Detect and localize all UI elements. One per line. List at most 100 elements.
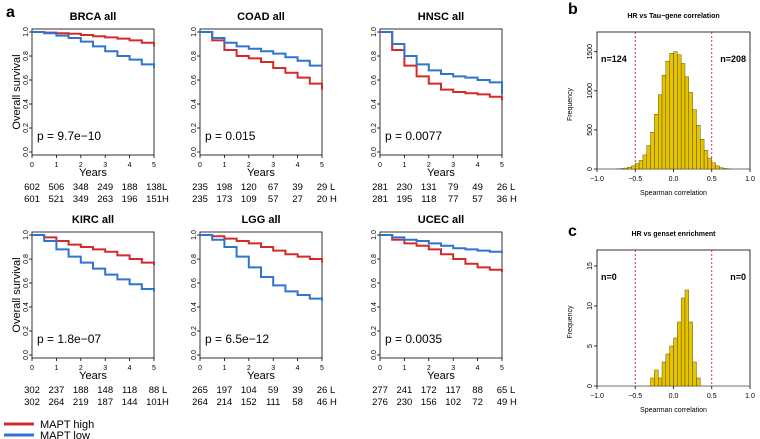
km-risk-low-count: 29 xyxy=(317,182,328,193)
hist-bar xyxy=(707,157,712,170)
histogram-tau-gene: HR vs Tau−gene correlation 0 500 1000 1500 −1… xyxy=(567,13,755,197)
hist-bar xyxy=(665,60,670,170)
km-ytick-label: 0.2 xyxy=(23,123,30,133)
km-risk-high-count: 219 xyxy=(73,397,89,408)
km-ytick-label: 0.0 xyxy=(23,350,30,360)
km-risk-high-count: 281 xyxy=(372,194,388,205)
hist-ytick-label: 5 xyxy=(587,344,594,348)
hist-ylabel: Frequency xyxy=(567,87,574,121)
km-xlabel: Years xyxy=(247,167,275,179)
km-title: LGG all xyxy=(241,214,280,226)
km-xtick-label: 0 xyxy=(30,365,34,372)
km-risk-low-count: 118 xyxy=(122,385,137,396)
km-risk-high-count: 102 xyxy=(445,397,461,408)
km-xtick-label: 4 xyxy=(128,365,132,372)
km-curve-high xyxy=(380,31,503,101)
km-xtick-label: 1 xyxy=(402,162,406,169)
km-xtick-label: 5 xyxy=(152,162,156,169)
km-risk-low-count: 172 xyxy=(421,385,437,396)
hist-xtick-label: −1.0 xyxy=(590,393,604,400)
panel-label-c: c xyxy=(568,223,577,240)
hist-ytick-label: 0 xyxy=(587,167,594,171)
km-p-value: p = 6.5e−12 xyxy=(205,332,269,346)
hist-bar xyxy=(719,167,724,170)
km-risk-high-count: 195 xyxy=(396,194,412,205)
hist-bar xyxy=(650,132,655,170)
km-xtick-label: 4 xyxy=(296,365,300,372)
km-risk-high-suffix: H xyxy=(510,397,517,408)
km-title: HNSC all xyxy=(418,11,464,23)
km-ytick-label: 0.0 xyxy=(371,350,378,360)
km-ytick-label: 0.6 xyxy=(191,75,198,85)
hist-bar xyxy=(638,160,644,170)
km-risk-low-count: 39 xyxy=(292,182,303,193)
km-ytick-label: 1.0 xyxy=(191,27,198,37)
km-risk-low-count: 188 xyxy=(122,182,138,193)
km-xtick-label: 2 xyxy=(79,162,83,169)
km-xlabel: Years xyxy=(79,167,107,179)
km-panel-ucec: UCEC all 0.0 0.2 0.4 0.6 0.8 1.0 0 1 2 3 4 5 Years p =… xyxy=(371,214,517,408)
km-risk-high-count: 101 xyxy=(146,397,162,408)
km-xtick-label: 3 xyxy=(451,365,455,372)
km-risk-low-suffix: L xyxy=(510,182,515,193)
legend: MAPT high MAPT low xyxy=(4,419,94,439)
km-ytick-label: 0.0 xyxy=(191,147,198,157)
hist-bar xyxy=(684,76,689,170)
km-ytick-label: 0.4 xyxy=(191,99,198,109)
hist-bar xyxy=(692,109,697,170)
hist-bar xyxy=(661,361,667,387)
km-risk-high-count: 118 xyxy=(421,194,436,205)
hist-bar xyxy=(631,165,636,170)
km-panel-brca: BRCA all 0.0 0.2 0.4 0.6 0.8 1.0 0 1 2 3 4 5 Years Ove… xyxy=(11,11,169,205)
km-risk-low-suffix: L xyxy=(330,182,335,193)
hist-annotation-left: n=0 xyxy=(601,272,617,282)
km-xtick-label: 2 xyxy=(79,365,83,372)
km-xtick-label: 0 xyxy=(198,162,202,169)
km-risk-high-count: 263 xyxy=(97,194,113,205)
km-risk-low-count: 235 xyxy=(192,182,208,193)
km-curve-high xyxy=(200,234,323,263)
panel-label-a: a xyxy=(6,4,15,21)
km-risk-low-count: 198 xyxy=(216,182,232,193)
km-xtick-label: 3 xyxy=(451,162,455,169)
km-xtick-label: 2 xyxy=(247,365,251,372)
km-risk-high-count: 49 xyxy=(497,397,508,408)
km-p-value: p = 0.0077 xyxy=(385,129,442,143)
km-risk-high-suffix: H xyxy=(330,194,337,205)
km-xtick-label: 1 xyxy=(222,162,226,169)
km-panel-hnsc: HNSC all 0.0 0.2 0.4 0.6 0.8 1.0 0 1 2 3 4 5 Years p =… xyxy=(371,11,517,205)
km-risk-high-count: 264 xyxy=(48,397,64,408)
km-risk-low-count: 26 xyxy=(497,182,508,193)
km-curve-low xyxy=(200,31,322,67)
km-xtick-label: 2 xyxy=(427,162,431,169)
hist-annotation-left: n=124 xyxy=(601,54,627,64)
km-risk-low-suffix: L xyxy=(162,182,167,193)
km-risk-low-count: 148 xyxy=(97,385,113,396)
hist-ylabel: Frequency xyxy=(567,305,574,339)
km-title: COAD all xyxy=(237,11,285,23)
hist-title: HR vs genset enrichment xyxy=(631,231,716,238)
hist-ytick-label: 10 xyxy=(587,302,594,310)
km-xtick-label: 5 xyxy=(320,365,324,372)
hist-xtick-label: −0.5 xyxy=(628,176,642,183)
hist-bar xyxy=(692,361,697,387)
km-risk-high-count: 276 xyxy=(372,397,388,408)
km-xlabel: Years xyxy=(79,370,107,382)
km-curve-low xyxy=(32,31,155,68)
hist-ytick-label: 0 xyxy=(587,384,594,388)
hist-bar xyxy=(669,53,674,170)
hist-bar xyxy=(723,168,728,170)
km-title: BRCA all xyxy=(70,11,117,23)
km-ytick-label: 1.0 xyxy=(371,27,378,37)
hist-bar xyxy=(677,321,682,387)
km-ytick-label: 0.8 xyxy=(191,254,198,264)
km-xtick-label: 0 xyxy=(378,365,382,372)
hist-ytick-label: 1500 xyxy=(587,44,594,60)
km-risk-high-count: 235 xyxy=(192,194,208,205)
hist-bar xyxy=(673,337,678,387)
km-xtick-label: 5 xyxy=(500,365,504,372)
km-risk-high-suffix: H xyxy=(162,397,169,408)
km-ytick-label: 0.2 xyxy=(23,326,30,336)
km-xtick-label: 1 xyxy=(222,365,226,372)
km-risk-low-count: 79 xyxy=(448,182,459,193)
